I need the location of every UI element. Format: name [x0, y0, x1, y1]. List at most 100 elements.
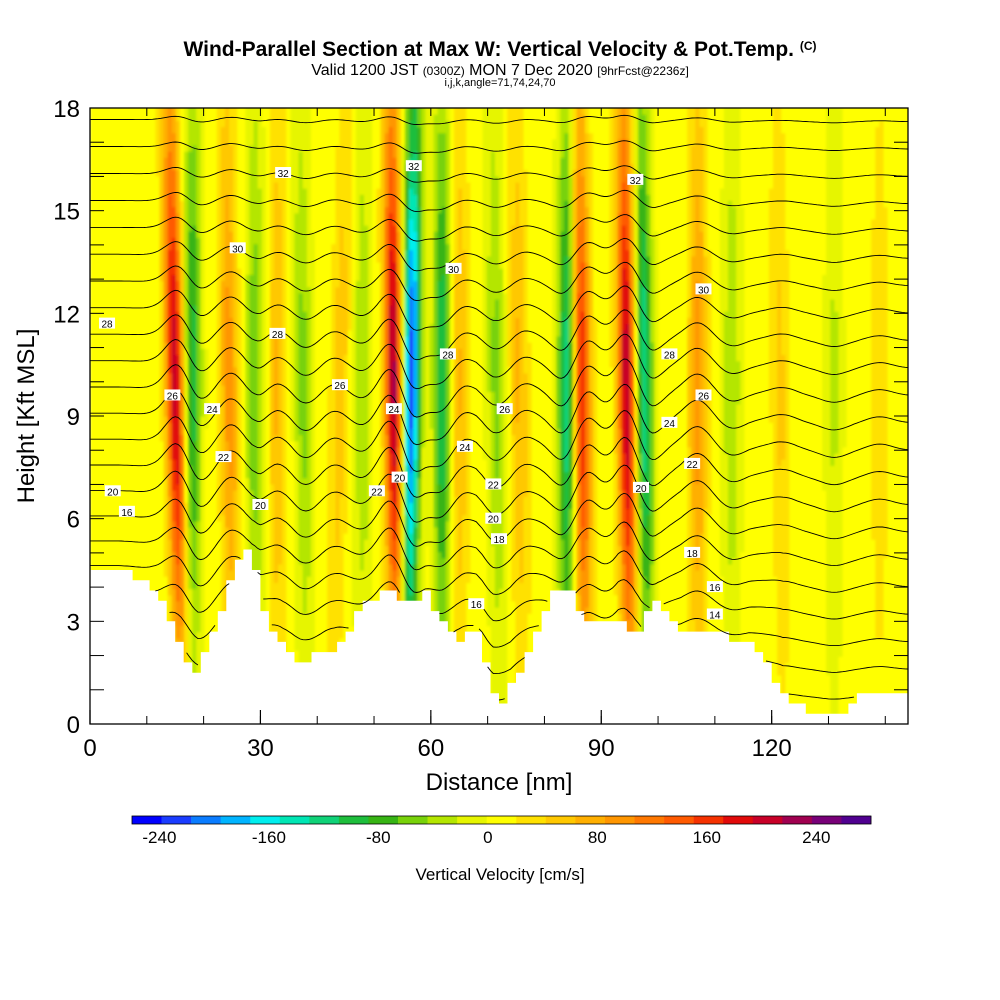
- velocity-cell: [143, 335, 148, 343]
- velocity-cell: [229, 520, 234, 528]
- velocity-cell: [114, 262, 120, 269]
- velocity-cell: [102, 440, 107, 448]
- velocity-cell: [130, 570, 136, 577]
- velocity-cell: [122, 311, 128, 319]
- velocity-cell: [122, 366, 128, 374]
- velocity-cell: [110, 360, 116, 368]
- velocity-cell: [102, 114, 107, 121]
- velocity-cell: [212, 557, 218, 565]
- velocity-cell: [196, 157, 201, 165]
- velocity-cell: [102, 181, 107, 189]
- velocity-cell: [98, 366, 103, 374]
- velocity-cell: [98, 274, 103, 282]
- velocity-cell: [282, 428, 287, 436]
- velocity-cell: [118, 268, 124, 275]
- velocity-cell: [245, 317, 251, 325]
- velocity-cell: [147, 379, 152, 386]
- velocity-cell: [220, 391, 226, 399]
- velocity-cell: [163, 508, 169, 516]
- velocity-cell: [102, 465, 107, 473]
- velocity-cell: [212, 218, 218, 226]
- velocity-cell: [245, 428, 251, 436]
- velocity-cell: [237, 422, 242, 429]
- velocity-cell: [102, 138, 107, 146]
- velocity-cell: [98, 477, 103, 485]
- velocity-cell: [245, 274, 251, 282]
- velocity-cell: [200, 335, 206, 343]
- velocity-cell: [225, 323, 230, 331]
- velocity-cell: [180, 372, 185, 380]
- velocity-cell: [192, 607, 197, 614]
- velocity-cell: [220, 151, 226, 158]
- velocity-cell: [126, 416, 132, 423]
- velocity-cell: [98, 231, 103, 238]
- velocity-cell: [122, 132, 128, 140]
- velocity-cell: [143, 551, 148, 559]
- velocity-cell: [94, 126, 99, 134]
- velocity-cell: [118, 563, 124, 571]
- velocity-cell: [102, 397, 107, 405]
- velocity-cell: [167, 582, 173, 590]
- velocity-cell: [167, 489, 173, 497]
- velocity-cell: [139, 483, 144, 491]
- velocity-cell: [257, 311, 263, 319]
- velocity-cell: [192, 231, 197, 238]
- velocity-cell: [114, 397, 120, 405]
- velocity-cell: [122, 459, 128, 466]
- velocity-cell: [102, 292, 107, 300]
- velocity-cell: [261, 138, 267, 146]
- velocity-cell: [196, 607, 201, 614]
- velocity-cell: [122, 299, 128, 306]
- velocity-cell: [204, 108, 210, 115]
- velocity-cell: [143, 268, 148, 275]
- velocity-cell: [130, 206, 136, 214]
- velocity-cell: [265, 299, 271, 306]
- velocity-cell: [265, 268, 271, 275]
- velocity-cell: [171, 489, 177, 497]
- velocity-cell: [151, 200, 157, 208]
- velocity-cell: [139, 181, 144, 189]
- velocity-cell: [286, 212, 291, 220]
- velocity-cell: [261, 434, 267, 442]
- velocity-cell: [151, 403, 157, 411]
- velocity-cell: [171, 194, 177, 201]
- velocity-cell: [94, 225, 99, 232]
- velocity-cell: [110, 440, 116, 448]
- velocity-cell: [167, 138, 173, 146]
- velocity-cell: [171, 274, 177, 282]
- velocity-cell: [216, 434, 222, 442]
- velocity-cell: [216, 342, 222, 349]
- velocity-cell: [229, 206, 234, 214]
- velocity-cell: [90, 169, 95, 177]
- velocity-cell: [90, 329, 95, 337]
- velocity-cell: [257, 557, 263, 565]
- velocity-cell: [249, 231, 255, 238]
- velocity-cell: [171, 582, 177, 590]
- velocity-cell: [135, 169, 140, 177]
- velocity-cell: [270, 372, 275, 380]
- velocity-cell: [200, 317, 206, 325]
- velocity-cell: [135, 372, 140, 380]
- velocity-cell: [282, 114, 287, 121]
- velocity-cell: [282, 200, 287, 208]
- velocity-cell: [139, 379, 144, 386]
- velocity-cell: [274, 181, 279, 189]
- velocity-cell: [208, 175, 214, 183]
- velocity-cell: [159, 483, 165, 491]
- velocity-cell: [216, 163, 222, 171]
- velocity-cell: [106, 459, 112, 466]
- velocity-cell: [98, 360, 103, 368]
- velocity-cell: [290, 539, 296, 546]
- velocity-cell: [110, 539, 116, 546]
- velocity-cell: [204, 169, 210, 177]
- velocity-cell: [130, 243, 136, 251]
- velocity-cell: [261, 175, 267, 183]
- velocity-cell: [229, 489, 234, 497]
- velocity-cell: [253, 299, 259, 306]
- velocity-cell: [143, 403, 148, 411]
- velocity-cell: [94, 557, 99, 565]
- velocity-cell: [126, 268, 132, 275]
- velocity-cell: [184, 175, 189, 183]
- velocity-cell: [274, 613, 279, 620]
- velocity-cell: [286, 280, 291, 288]
